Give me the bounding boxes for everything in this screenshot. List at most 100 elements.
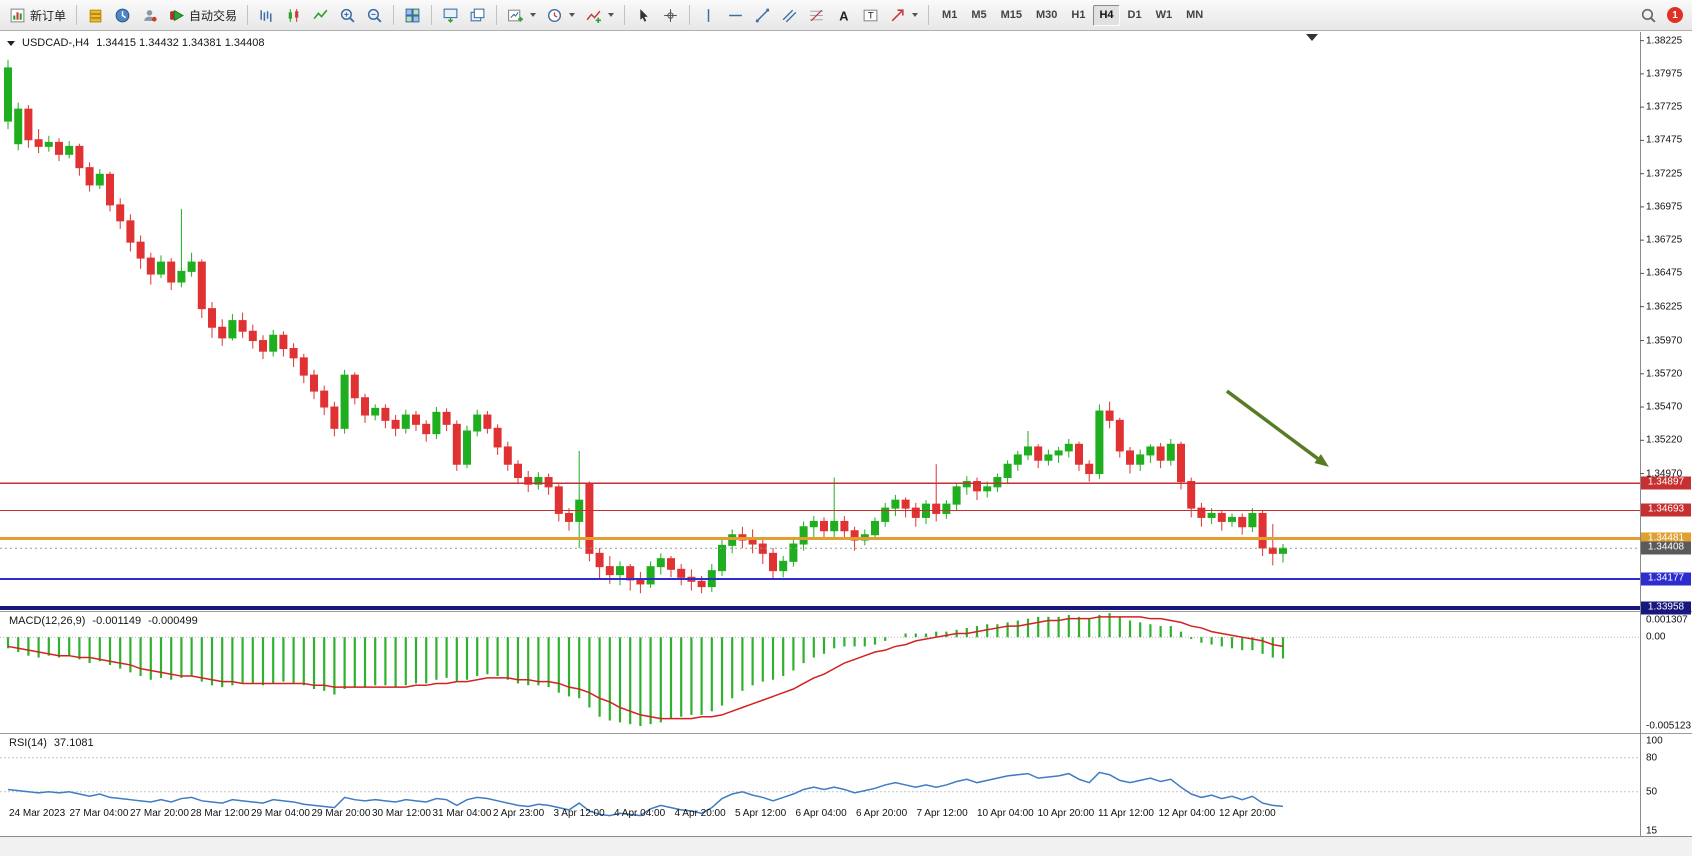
- timeframe-M15[interactable]: M15: [995, 5, 1028, 26]
- rsi-header: RSI(14) 37.1081: [9, 737, 94, 749]
- indicators-icon: [586, 10, 601, 23]
- calendar-button[interactable]: [110, 3, 135, 27]
- candles-layer: [4, 59, 1287, 594]
- rsi-name: RSI(14): [9, 737, 47, 749]
- fibonacci-button[interactable]: [804, 3, 829, 27]
- cursor-button[interactable]: [631, 3, 656, 27]
- macd-signal-line: [7, 616, 1284, 720]
- level-lines[interactable]: [0, 482, 1640, 611]
- arrows-icon: [891, 8, 904, 21]
- zoom-out-icon: [367, 8, 382, 23]
- new-order-button[interactable]: 新订单: [5, 3, 70, 27]
- arrow-annotation[interactable]: [1225, 389, 1329, 467]
- calendar-icon: [115, 8, 130, 22]
- timeframe-M30[interactable]: M30: [1030, 5, 1063, 26]
- label-icon: T: [863, 9, 878, 21]
- toolbar: 新订单 自动交易: [0, 0, 1692, 31]
- text-button[interactable]: A: [831, 3, 856, 27]
- toolbar-separator: [496, 5, 498, 25]
- dropdown-caret-icon: [569, 13, 576, 17]
- candle-chart-button[interactable]: [281, 3, 306, 27]
- chart-header: USDCAD-,H4 1.34415 1.34432 1.34381 1.344…: [7, 37, 264, 49]
- dropdown-caret-icon: [608, 13, 615, 17]
- chart-symbol-period: USDCAD-,H4: [22, 37, 90, 49]
- cascade-windows-button[interactable]: [465, 3, 490, 27]
- toolbar-separator: [689, 5, 691, 25]
- svg-text:A: A: [839, 8, 848, 23]
- cascade-windows-icon: [470, 8, 485, 21]
- indicators-button[interactable]: [581, 3, 618, 27]
- timeframe-W1[interactable]: W1: [1150, 5, 1179, 26]
- text-icon: A: [839, 8, 848, 23]
- zoom-out-button[interactable]: [362, 3, 387, 27]
- autotrade-label: 自动交易: [189, 8, 238, 23]
- toolbar-separator: [76, 5, 78, 25]
- search-icon: [1641, 8, 1656, 23]
- timeframe-D1[interactable]: D1: [1122, 5, 1148, 26]
- timeframe-M5[interactable]: M5: [965, 5, 992, 26]
- tile-windows-button[interactable]: [400, 3, 425, 27]
- horizontal-line-button[interactable]: [723, 3, 748, 27]
- toolbar-separator: [928, 5, 930, 25]
- arrange-windows-button[interactable]: [438, 3, 463, 27]
- arrows-tool-button[interactable]: [885, 3, 922, 27]
- fibonacci-icon: [810, 9, 823, 21]
- search-button[interactable]: [1636, 3, 1661, 27]
- macd-main-value: -0.001149: [92, 615, 142, 627]
- crosshair-icon: [664, 8, 677, 22]
- time-axis-strip[interactable]: [0, 836, 1692, 856]
- autotrade-button[interactable]: 自动交易: [164, 3, 241, 27]
- candle-chart-icon: [288, 8, 299, 22]
- timeframe-group: M1 M5 M15 M30 H1 H4 D1 W1 MN: [935, 4, 1210, 26]
- svg-text:T: T: [868, 10, 874, 21]
- dropdown-caret-icon: [530, 13, 537, 17]
- channel-icon: [782, 9, 797, 22]
- zoom-in-icon: [340, 8, 355, 23]
- notifications-badge[interactable]: 1: [1667, 7, 1683, 23]
- new-order-label: 新订单: [30, 8, 67, 23]
- channel-button[interactable]: [777, 3, 802, 27]
- vertical-line-button[interactable]: [696, 3, 721, 27]
- macd-header: MACD(12,26,9) -0.001149 -0.000499: [9, 615, 198, 627]
- toolbar-separator: [431, 5, 433, 25]
- chart-area[interactable]: 1.38225 1.37975 1.37725 1.37475 1.37225 1.369…: [0, 31, 1692, 856]
- timeframe-MN[interactable]: MN: [1180, 5, 1209, 26]
- timeframe-M1[interactable]: M1: [936, 5, 963, 26]
- zoom-in-button[interactable]: [335, 3, 360, 27]
- tile-windows-icon: [405, 8, 420, 22]
- pane-separators[interactable]: [0, 611, 1692, 734]
- depth-of-market-icon: [89, 9, 102, 22]
- bar-chart-button[interactable]: [254, 3, 279, 27]
- macd-histogram: [6, 613, 1285, 727]
- line-chart-button[interactable]: [308, 3, 333, 27]
- toolbar-separator: [393, 5, 395, 25]
- chart-ohlc-values: 1.34415 1.34432 1.34381 1.34408: [96, 37, 265, 49]
- rsi-value: 37.1081: [53, 737, 94, 749]
- bar-chart-icon: [260, 9, 272, 22]
- timeframe-H4[interactable]: H4: [1093, 4, 1120, 26]
- new-chart-icon: [508, 9, 523, 22]
- new-order-icon: [10, 8, 25, 22]
- new-chart-button[interactable]: [503, 3, 540, 27]
- toolbar-separator: [247, 5, 249, 25]
- autotrade-icon: [170, 9, 184, 21]
- community-icon: [144, 9, 157, 22]
- crosshair-button[interactable]: [658, 3, 683, 27]
- periods-button[interactable]: [542, 3, 579, 27]
- toolbar-right: 1: [1636, 3, 1687, 27]
- depth-of-market-button[interactable]: [83, 3, 108, 27]
- arrange-windows-icon: [443, 8, 458, 23]
- periods-icon: [547, 8, 562, 22]
- chart-shift-marker: [1306, 34, 1318, 41]
- macd-signal-value: -0.000499: [148, 615, 198, 627]
- chart-menu-icon[interactable]: [7, 40, 15, 46]
- macd-name: MACD(12,26,9): [9, 615, 86, 627]
- hline-icon: [729, 14, 742, 16]
- timeframe-H1[interactable]: H1: [1065, 5, 1091, 26]
- label-button[interactable]: T: [858, 3, 883, 27]
- dropdown-caret-icon: [912, 13, 919, 17]
- community-button[interactable]: [137, 3, 162, 27]
- toolbar-separator: [624, 5, 626, 25]
- trendline-button[interactable]: [750, 3, 775, 27]
